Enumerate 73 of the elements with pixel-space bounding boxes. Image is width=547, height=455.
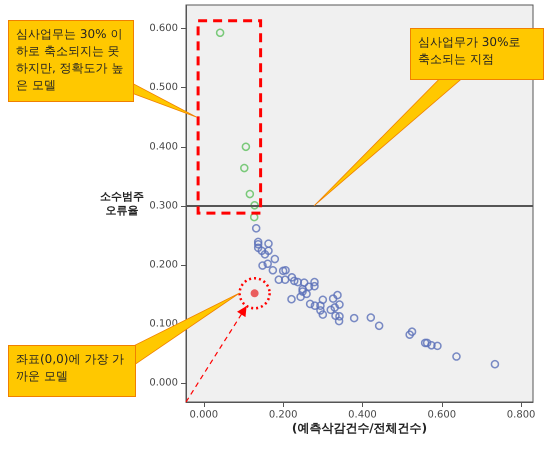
point (264, 246, 273, 256)
point (405, 330, 414, 339)
point (281, 266, 290, 275)
point (374, 322, 384, 330)
x-tick-label: 0.800 (506, 410, 536, 420)
point (310, 301, 320, 310)
point (331, 312, 340, 320)
point (350, 314, 358, 322)
point (318, 310, 328, 319)
point (268, 266, 278, 275)
y-tick-label: 0.400 (149, 141, 178, 152)
point (263, 260, 272, 268)
point (335, 300, 344, 309)
point (270, 254, 280, 264)
point (250, 201, 259, 210)
point (246, 190, 254, 198)
point (274, 275, 284, 284)
point (254, 244, 262, 252)
point (294, 278, 302, 286)
y-tick-label: 0.300 (149, 200, 178, 212)
point (310, 282, 319, 290)
point (420, 338, 430, 348)
point (242, 142, 250, 152)
point (433, 342, 442, 350)
point (298, 287, 307, 296)
point (408, 327, 416, 336)
point (328, 294, 338, 303)
point (254, 238, 262, 246)
point (366, 313, 376, 322)
point (250, 212, 258, 222)
point (260, 250, 270, 259)
point (258, 246, 266, 256)
x-tick-label: 0.000 (190, 410, 218, 420)
point (252, 224, 260, 233)
point (452, 352, 461, 361)
point (288, 273, 296, 282)
point (302, 290, 311, 298)
point (296, 292, 305, 302)
point (422, 338, 432, 348)
point (280, 275, 290, 284)
y-tick-label: 0.600 (149, 23, 178, 34)
point (216, 28, 224, 38)
point (326, 306, 335, 314)
point (254, 240, 262, 249)
point (278, 266, 288, 276)
point (316, 306, 325, 315)
point (318, 296, 328, 304)
point (334, 316, 344, 326)
x-tick-label: 0.200 (268, 410, 298, 420)
point (240, 164, 249, 172)
x-axis-title: (예측삭감건수/전체건수) (290, 420, 428, 437)
point (310, 278, 319, 286)
point (306, 300, 314, 308)
annotation: 심사업무가 30%로 축소되는 지점 (410, 28, 544, 80)
point (287, 294, 296, 304)
point (304, 282, 314, 292)
y-tick-label: 0.200 (149, 259, 178, 270)
point (290, 276, 299, 286)
point (316, 301, 325, 310)
y-tick-label: 0.500 (149, 82, 178, 94)
y-axis-title: 소수범주 오류율 (99, 190, 145, 218)
point (258, 261, 267, 270)
x-tick-label: 0.400 (348, 410, 377, 420)
point (298, 284, 307, 294)
point (333, 290, 342, 300)
point (490, 360, 500, 368)
point (300, 278, 308, 287)
point (330, 303, 339, 312)
point (427, 341, 436, 350)
x-tick-label: 0.600 (427, 410, 456, 420)
point (335, 312, 344, 321)
y-tick-label: 0.000 (149, 378, 178, 389)
point (264, 239, 273, 248)
